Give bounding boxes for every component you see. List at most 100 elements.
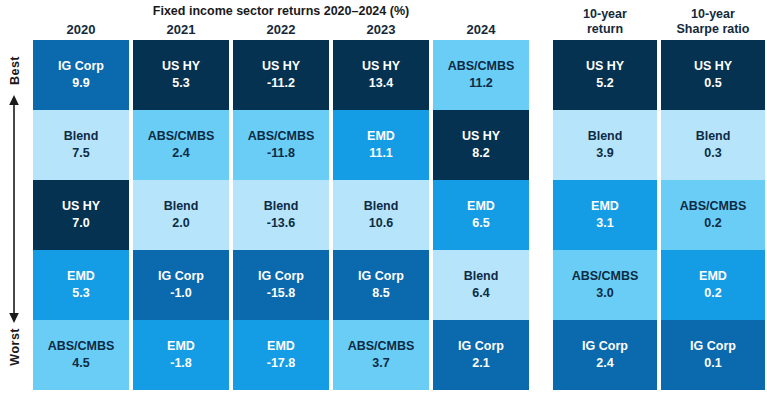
cell-sector-label: Blend — [364, 198, 399, 215]
grid-cell: Blend2.0 — [133, 180, 229, 250]
cell-sector-label: EMD — [67, 268, 95, 285]
cell-sector-label: Blend — [64, 128, 99, 145]
cell-sector-label: IG Corp — [690, 338, 736, 355]
cell-sector-label: IG Corp — [458, 338, 504, 355]
year-header-row: 20202021202220232024 — [33, 22, 529, 37]
cell-value: 3.0 — [596, 285, 613, 302]
summary-header: 10-yearSharpe ratio — [661, 7, 765, 37]
cell-sector-label: Blend — [696, 128, 731, 145]
cell-value: 0.2 — [704, 285, 721, 302]
cell-sector-label: IG Corp — [258, 268, 304, 285]
grid-cell: Blend-13.6 — [233, 180, 329, 250]
cell-sector-label: EMD — [591, 198, 619, 215]
cell-sector-label: ABS/CMBS — [48, 338, 115, 355]
year-header: 2020 — [33, 22, 129, 37]
grid-cell: ABS/CMBS3.0 — [553, 250, 657, 320]
cell-sector-label: US HY — [262, 58, 300, 75]
grid-cell: US HY7.0 — [33, 180, 129, 250]
cell-sector-label: US HY — [162, 58, 200, 75]
cell-sector-label: EMD — [467, 198, 495, 215]
cell-value: 6.5 — [472, 215, 489, 232]
cell-sector-label: EMD — [367, 128, 395, 145]
cell-sector-label: IG Corp — [358, 268, 404, 285]
grid-cell: Blend10.6 — [333, 180, 429, 250]
cell-value: -11.2 — [267, 75, 295, 92]
cell-sector-label: US HY — [362, 58, 400, 75]
grid-cell: IG Corp0.1 — [661, 320, 765, 390]
quilt-chart: Fixed income sector returns 2020–2024 (%… — [0, 0, 767, 410]
grid-cell: ABS/CMBS4.5 — [33, 320, 129, 390]
summary-header-line: 10-year — [661, 7, 765, 22]
cell-sector-label: ABS/CMBS — [572, 268, 639, 285]
year-header: 2021 — [133, 22, 229, 37]
cell-sector-label: US HY — [586, 58, 624, 75]
cell-value: -11.8 — [267, 145, 295, 162]
cell-value: 5.2 — [596, 75, 613, 92]
grid-cell: Blend7.5 — [33, 110, 129, 180]
cell-sector-label: ABS/CMBS — [448, 58, 515, 75]
cell-value: 9.9 — [72, 75, 89, 92]
cell-value: 3.9 — [596, 145, 613, 162]
cell-sector-label: ABS/CMBS — [680, 198, 747, 215]
grid-cell: US HY-11.2 — [233, 40, 329, 110]
summary-header-line: return — [553, 22, 657, 37]
cell-value: -1.8 — [170, 355, 192, 372]
grid-cell: EMD6.5 — [433, 180, 529, 250]
grid-cell: US HY0.5 — [661, 40, 765, 110]
cell-sector-label: Blend — [164, 198, 199, 215]
summary-grid: US HY5.2US HY0.5Blend3.9Blend0.3EMD3.1AB… — [553, 40, 765, 390]
year-header: 2022 — [233, 22, 329, 37]
summary-header: 10-yearreturn — [553, 7, 657, 37]
cell-value: 5.3 — [172, 75, 189, 92]
cell-value: 0.2 — [704, 215, 721, 232]
grid-cell: EMD-1.8 — [133, 320, 229, 390]
cell-value: -15.8 — [267, 285, 296, 302]
cell-value: 3.1 — [596, 215, 613, 232]
grid-cell: EMD-17.8 — [233, 320, 329, 390]
grid-cell: US HY13.4 — [333, 40, 429, 110]
chart-title: Fixed income sector returns 2020–2024 (%… — [33, 4, 529, 18]
grid-cell: ABS/CMBS0.2 — [661, 180, 765, 250]
cell-sector-label: EMD — [167, 338, 195, 355]
grid-cell: US HY5.2 — [553, 40, 657, 110]
cell-value: 13.4 — [369, 75, 393, 92]
grid-cell: IG Corp8.5 — [333, 250, 429, 320]
cell-sector-label: US HY — [462, 128, 500, 145]
summary-header-row: 10-yearreturn10-yearSharpe ratio — [553, 7, 765, 37]
grid-cell: ABS/CMBS11.2 — [433, 40, 529, 110]
cell-sector-label: IG Corp — [582, 338, 628, 355]
cell-sector-label: Blend — [464, 268, 499, 285]
grid-cell: IG Corp2.4 — [553, 320, 657, 390]
cell-value: 8.2 — [472, 145, 489, 162]
summary-header-line: 10-year — [553, 7, 657, 22]
cell-value: 0.5 — [704, 75, 721, 92]
cell-value: 2.0 — [172, 215, 189, 232]
cell-value: 7.0 — [72, 215, 89, 232]
grid-cell: IG Corp9.9 — [33, 40, 129, 110]
cell-sector-label: ABS/CMBS — [148, 128, 215, 145]
year-header: 2023 — [333, 22, 429, 37]
grid-cell: Blend6.4 — [433, 250, 529, 320]
cell-sector-label: US HY — [694, 58, 732, 75]
grid-cell: EMD0.2 — [661, 250, 765, 320]
cell-value: 11.2 — [469, 75, 493, 92]
cell-value: -17.8 — [267, 355, 296, 372]
returns-grid: IG Corp9.9US HY5.3US HY-11.2US HY13.4ABS… — [33, 40, 529, 390]
grid-cell: IG Corp-1.0 — [133, 250, 229, 320]
cell-value: 3.7 — [372, 355, 389, 372]
axis-label-best: Best — [8, 56, 22, 85]
cell-value: -13.6 — [267, 215, 296, 232]
cell-sector-label: EMD — [699, 268, 727, 285]
cell-value: 10.6 — [369, 215, 393, 232]
grid-cell: Blend0.3 — [661, 110, 765, 180]
cell-value: 2.1 — [472, 355, 489, 372]
grid-cell: IG Corp-15.8 — [233, 250, 329, 320]
cell-sector-label: Blend — [588, 128, 623, 145]
axis-label-worst: Worst — [8, 328, 22, 366]
grid-cell: US HY5.3 — [133, 40, 229, 110]
cell-value: 0.1 — [704, 355, 721, 372]
grid-cell: US HY8.2 — [433, 110, 529, 180]
cell-value: 7.5 — [72, 145, 89, 162]
grid-cell: ABS/CMBS3.7 — [333, 320, 429, 390]
cell-value: 11.1 — [369, 145, 393, 162]
